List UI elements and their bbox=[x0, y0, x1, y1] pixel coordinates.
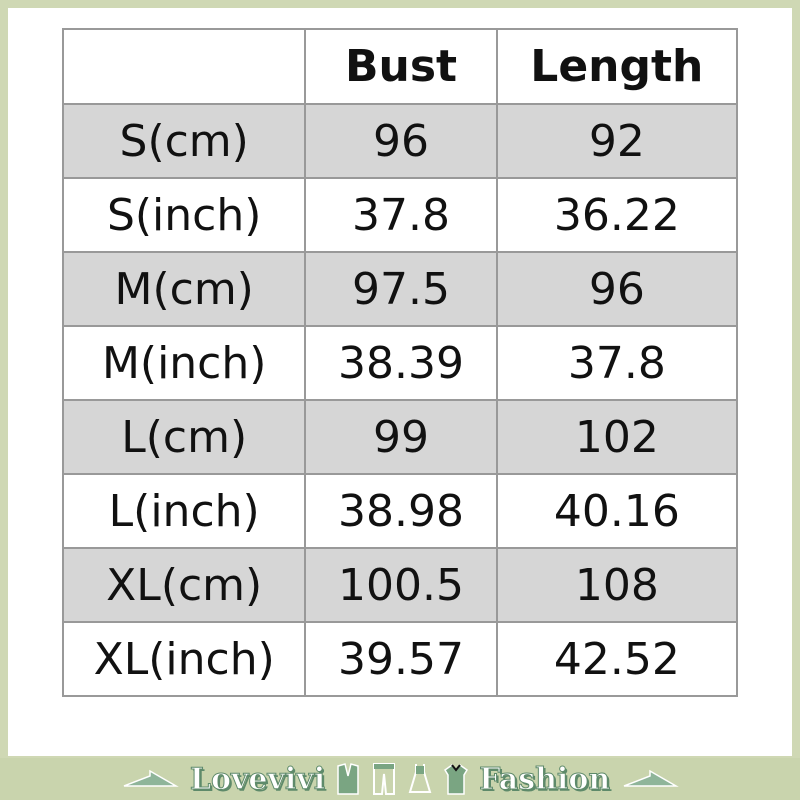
brand-right-text: Fashion bbox=[479, 761, 611, 797]
table-row: S(cm) 96 92 bbox=[61, 103, 739, 179]
size-label-cell: S(inch) bbox=[61, 177, 307, 253]
pants-icon bbox=[373, 763, 396, 795]
table-row: M(inch) 38.39 37.8 bbox=[61, 325, 739, 401]
size-label-cell: M(inch) bbox=[61, 325, 307, 401]
brand-banner: Lovevivi Fashion bbox=[0, 758, 800, 800]
length-cell: 102 bbox=[495, 399, 739, 475]
shirt-icon bbox=[444, 763, 469, 795]
bust-cell: 97.5 bbox=[304, 251, 498, 327]
bust-cell: 38.39 bbox=[304, 325, 498, 401]
size-chart-table: Bust Length S(cm) 96 92 S(inch) 37.8 36.22 M(c… bbox=[61, 28, 739, 697]
header-row: Bust Length bbox=[61, 28, 739, 105]
table-row: S(inch) 37.8 36.22 bbox=[61, 177, 739, 253]
jacket-icon bbox=[337, 763, 359, 795]
dress-icon bbox=[408, 764, 432, 793]
bust-cell: 96 bbox=[304, 103, 498, 179]
size-label-cell: S(cm) bbox=[61, 103, 307, 179]
length-cell: 36.22 bbox=[495, 177, 739, 253]
size-label-cell: L(inch) bbox=[61, 473, 307, 549]
table-row: XL(cm) 100.5 108 bbox=[61, 547, 739, 623]
bust-cell: 99 bbox=[304, 399, 498, 475]
table-row: XL(inch) 39.57 42.52 bbox=[61, 621, 739, 697]
size-label-cell: XL(inch) bbox=[61, 621, 307, 697]
table-row: L(inch) 38.98 40.16 bbox=[61, 473, 739, 549]
hanger-icon bbox=[623, 769, 679, 787]
header-cell bbox=[61, 28, 307, 105]
bust-cell: 38.98 bbox=[304, 473, 498, 549]
length-cell: 37.8 bbox=[495, 325, 739, 401]
length-cell: 96 bbox=[495, 251, 739, 327]
length-cell: 40.16 bbox=[495, 473, 739, 549]
bust-cell: 100.5 bbox=[304, 547, 498, 623]
size-label-cell: L(cm) bbox=[61, 399, 307, 475]
hanger-icon bbox=[123, 769, 179, 787]
bust-cell: 37.8 bbox=[304, 177, 498, 253]
table-row: M(cm) 97.5 96 bbox=[61, 251, 739, 327]
length-cell: 42.52 bbox=[495, 621, 739, 697]
size-label-cell: XL(cm) bbox=[61, 547, 307, 623]
length-cell: 92 bbox=[495, 103, 739, 179]
header-bust: Bust bbox=[304, 28, 498, 105]
table-row: L(cm) 99 102 bbox=[61, 399, 739, 475]
length-cell: 108 bbox=[495, 547, 739, 623]
bust-cell: 39.57 bbox=[304, 621, 498, 697]
header-length: Length bbox=[495, 28, 739, 105]
size-label-cell: M(cm) bbox=[61, 251, 307, 327]
brand-left-text: Lovevivi bbox=[189, 761, 326, 797]
